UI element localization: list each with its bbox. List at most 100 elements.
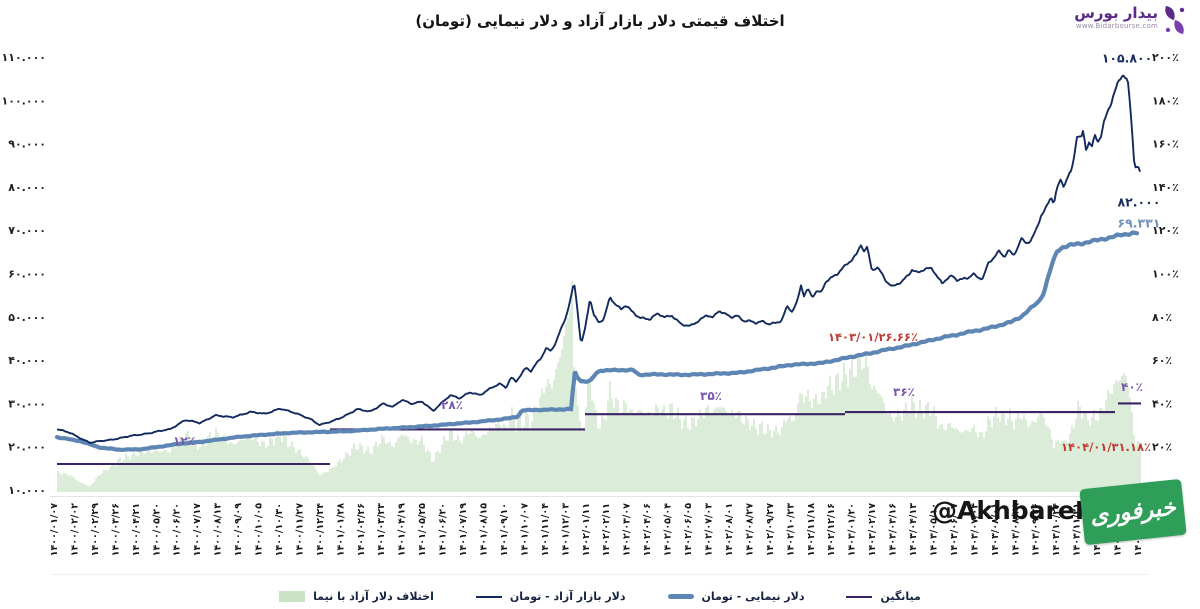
x-date-tick: ۱۴۰۲/۱۲/۱۶ <box>826 503 837 556</box>
legend-item-mean: میانگین <box>846 590 921 603</box>
x-date-tick: ۱۴۰۲/۱۰/۲۳ <box>785 503 796 557</box>
right-tick: ۱۴۰٪ <box>1152 181 1179 194</box>
left-tick: ۷۰.۰۰۰ <box>8 224 46 237</box>
x-date-tick: ۱۴۰۲/۰۸/۲۷ <box>744 503 755 557</box>
right-axis-tick-labels: ۲۰۰٪۱۸۰٪۱۶۰٪۱۴۰٪۱۲۰٪۱۰۰٪۸۰٪۶۰٪۴۰٪۲۰٪۰٪ <box>1152 51 1179 497</box>
x-date-tick: ۱۴۰۳/۰۱/۲۰ <box>847 503 858 556</box>
right-tick: ۲۰٪ <box>1152 441 1172 454</box>
x-date-tick: ۱۴۰۱/۱۲/۰۳ <box>560 503 571 557</box>
legend-item-nima-dollar: دلار نیمایی - تومان <box>667 590 804 603</box>
annotation-max-spread-note: ۱۴۰۳/۰۱/۲۶.۶۶٪ <box>828 330 918 344</box>
x-date-tick: ۱۴۰۰/۱۰/۳۰ <box>274 503 285 556</box>
annotation-mean-1404: ۴۰٪ <box>1121 380 1143 394</box>
x-date-tick: ۱۴۰۰/۰۳/۲۶ <box>110 503 121 556</box>
legend-label-free-dollar: دلار بازار آزاد - تومان <box>509 590 626 603</box>
x-date-tick: ۱۴۰۱/۰۸/۱۵ <box>479 503 490 557</box>
free-dollar-line-swatch <box>475 595 502 598</box>
spread-area-series <box>57 280 1141 492</box>
x-date-tick: ۱۴۰۲/۱۱/۱۸ <box>806 503 817 557</box>
left-tick: ۵۰.۰۰۰ <box>8 311 46 324</box>
annotation-last-nima-value: ۶۹.۳۳۱ <box>1117 215 1161 231</box>
x-date-tick: ۱۴۰۲/۰۱/۱۱ <box>581 503 592 556</box>
x-date-tick: ۱۴۰۱/۰۹/۱۰ <box>499 503 510 556</box>
brand-name: بیدار بورس <box>1074 4 1158 22</box>
x-date-tick: ۱۴۰۳/۰۳/۱۶ <box>888 503 899 556</box>
brand-url: www.Bidarbourse.com <box>1075 22 1158 30</box>
badge-text: خبرفوری <box>1088 494 1178 530</box>
x-date-tick: ۱۴۰۱/۰۱/۲۸ <box>335 503 346 557</box>
right-tick: ۱۸۰٪ <box>1152 94 1179 107</box>
annotation-peak-free-value: ۱۰۵.۸۰۰ <box>1101 50 1153 66</box>
left-tick: ۹۰.۰۰۰ <box>8 138 46 151</box>
nima-dollar-line-swatch <box>667 594 694 599</box>
x-date-tick: ۱۴۰۰/۰۱/۰۷ <box>49 503 60 557</box>
x-date-tick: ۱۴۰۲/۰۴/۰۶ <box>642 503 653 556</box>
brand-flower-icon <box>1165 6 1185 34</box>
x-date-tick: ۱۴۰۲/۰۸/۰۱ <box>724 503 735 556</box>
x-date-tick: ۱۴۰۰/۰۴/۲۱ <box>131 503 142 556</box>
left-tick: ۱۰۰.۰۰۰ <box>2 94 46 107</box>
x-date-tick: ۱۴۰۱/۰۶/۲۰ <box>438 503 449 556</box>
x-date-tick: ۱۴۰۲/۰۷/۰۳ <box>704 503 715 557</box>
legend-item-spread: اختلاف دلار آزاد با نیما <box>279 590 434 603</box>
x-date-tick: ۱۴۰۳/۰۷/۰۴ <box>969 503 980 557</box>
bidarbourse-logo: بیدار بورس www.Bidarbourse.com <box>1074 4 1188 36</box>
x-date-tick: ۱۴۰۲/۰۹/۲۷ <box>765 503 776 557</box>
x-date-tick: ۱۴۰۳/۰۸/۰۱ <box>990 503 1001 556</box>
annotation-mean-1403: ۳۶٪ <box>893 385 915 399</box>
right-tick: ۴۰٪ <box>1152 397 1172 410</box>
right-tick: ۱۲۰٪ <box>1152 224 1179 237</box>
legend: اختلاف دلار آزاد با نیما دلار بازار آزاد… <box>0 590 1200 603</box>
annotation-mean-1402: ۳۵٪ <box>700 389 722 403</box>
x-date-tick: ۱۴۰۰/۰۵/۲۰ <box>151 503 162 556</box>
x-date-tick: ۱۴۰۳/۰۸/۲۸ <box>1010 503 1021 557</box>
x-date-tick: ۱۴۰۰/۱۱/۲۷ <box>294 503 305 557</box>
x-date-tick: ۱۴۰۱/۰۷/۱۹ <box>458 503 469 557</box>
left-tick: ۱۱۰.۰۰۰ <box>2 51 46 64</box>
x-date-tick: ۱۴۰۱/۱۱/۰۴ <box>540 503 551 557</box>
left-tick: ۶۰.۰۰۰ <box>8 268 46 281</box>
mean-line-swatch <box>846 595 873 598</box>
nima-dollar-line <box>54 230 1140 453</box>
left-tick: ۸۰.۰۰۰ <box>8 181 46 194</box>
left-tick: ۴۰.۰۰۰ <box>8 354 46 367</box>
left-tick: ۲۰.۰۰۰ <box>8 441 46 454</box>
x-date-tick: ۱۴۰۲/۰۵/۰۴ <box>663 503 674 557</box>
x-date-tick: ۱۴۰۰/۱۲/۲۴ <box>315 503 326 557</box>
x-date-tick: ۱۴۰۲/۰۲/۱۱ <box>601 503 612 556</box>
x-axis-line <box>50 496 1148 497</box>
x-date-tick: ۱۴۰۱/۰۲/۲۶ <box>356 503 367 556</box>
spread-area-swatch <box>279 591 306 602</box>
right-tick: ۶۰٪ <box>1152 354 1172 367</box>
legend-label-mean: میانگین <box>880 590 921 603</box>
x-date-tick: ۱۴۰۰/۰۲/۲۹ <box>90 503 101 557</box>
x-date-tick: ۱۴۰۳/۰۵/۱۰ <box>929 503 940 556</box>
x-date-tick: ۱۴۰۳/۰۴/۱۳ <box>908 503 919 557</box>
x-date-tick: ۱۴۰۰/۱۰/۰۵ <box>254 503 265 557</box>
x-date-tick: ۱۴۰۰/۰۷/۱۷ <box>192 503 203 557</box>
x-date-tick: ۱۴۰۲/۰۶/۰۵ <box>683 503 694 557</box>
right-tick: ۲۰۰٪ <box>1152 51 1179 64</box>
left-tick: ۱۰.۰۰۰ <box>8 484 46 497</box>
akhbarefori-badge: خبرفوری <box>1079 478 1187 546</box>
right-tick: ۸۰٪ <box>1152 311 1172 324</box>
x-date-tick: ۱۴۰۲/۰۳/۰۷ <box>622 503 633 557</box>
x-date-tick: ۱۴۰۳/۰۶/۰۷ <box>949 503 960 557</box>
legend-label-spread: اختلاف دلار آزاد با نیما <box>313 590 434 603</box>
annotation-last-free-value: ۸۲.۰۰۰ <box>1117 194 1161 210</box>
x-date-tick: ۱۴۰۱/۰۵/۲۵ <box>417 503 428 557</box>
x-date-tick: ۱۴۰۰/۰۲/۰۲ <box>70 503 81 557</box>
x-date-tick: ۱۴۰۳/۰۲/۱۷ <box>867 503 878 557</box>
x-date-tick: ۱۴۰۳/۱۰/۲۴ <box>1051 503 1062 557</box>
annotation-mean-1400: ۱۲٪ <box>173 434 195 448</box>
x-date-tick: ۱۴۰۰/۰۹/۰۹ <box>233 503 244 557</box>
legend-item-free-dollar: دلار بازار آزاد - تومان <box>475 590 626 603</box>
chart-title: اختلاف قیمتی دلار بازار آزاد و دلار نیما… <box>415 12 785 30</box>
x-date-tick: ۱۴۰۱/۰۴/۱۹ <box>397 503 408 557</box>
left-axis-tick-labels: ۱۱۰.۰۰۰ ۱۰۰.۰۰۰ ۹۰.۰۰۰ ۸۰.۰۰۰ ۷۰.۰۰۰ ۶۰.۰۰۰ ۵۰… <box>2 51 46 497</box>
right-tick: ۱۶۰٪ <box>1152 138 1179 151</box>
x-date-tick: ۱۴۰۰/۰۶/۲۰ <box>172 503 183 556</box>
x-date-tick: ۱۴۰۱/۰۳/۲۳ <box>376 503 387 557</box>
